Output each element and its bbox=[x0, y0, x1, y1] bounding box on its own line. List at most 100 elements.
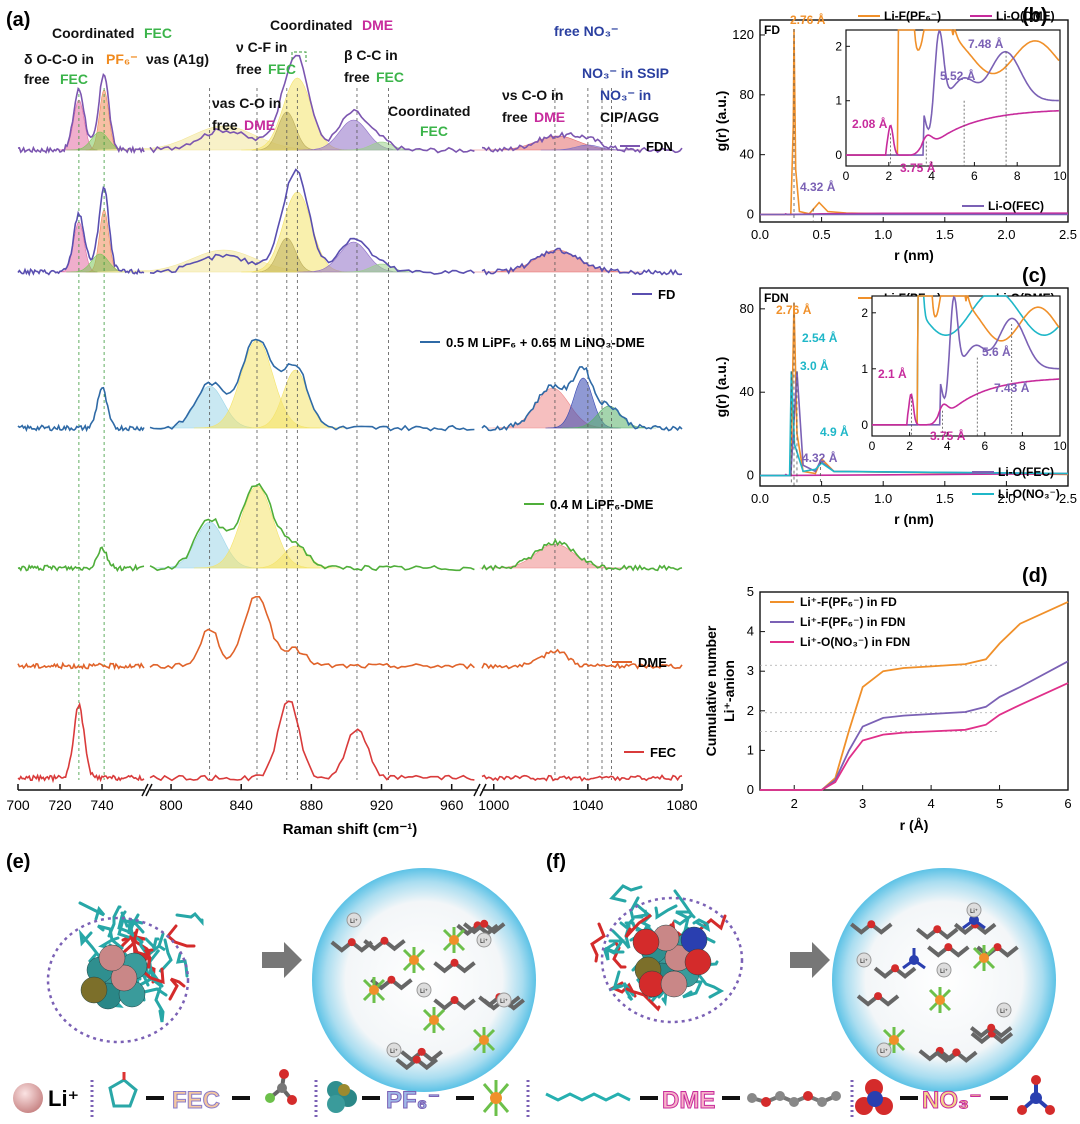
rdf-inset-frame bbox=[845, 29, 1061, 167]
panel-a-raman: 700 720 740 800 840 880 920 960 1000 1040 1080 Rama… bbox=[6, 17, 697, 838]
raman-trace-FD bbox=[149, 168, 475, 275]
rdf-legend-label: Li-F(PF₆⁻) bbox=[884, 9, 941, 23]
md-stick-molecule bbox=[158, 938, 173, 974]
md-stick-molecule bbox=[165, 924, 196, 948]
fec-stick-icon bbox=[108, 1072, 138, 1108]
cum-legend-label: Li⁺-O(NO₃⁻) in FDN bbox=[800, 635, 910, 649]
rdf-xtick-label: 0.0 bbox=[751, 227, 769, 242]
li-ion-marker bbox=[856, 952, 872, 968]
inset-xtick-label: 0 bbox=[843, 169, 850, 183]
inset-peak-label: 3.75 Å bbox=[930, 428, 966, 443]
li-ion-marker bbox=[966, 902, 982, 918]
rdf-ytick-label: 120 bbox=[732, 27, 754, 42]
trace-label: 0.5 M LiPF₆ + 0.65 M LiNO₃-DME bbox=[446, 335, 645, 350]
rdf-legend-label: Li-O(FEC) bbox=[998, 465, 1054, 479]
panel-label-f: (f) bbox=[546, 851, 566, 873]
rdf-curve bbox=[760, 371, 1069, 477]
raman-annotation: DME bbox=[362, 17, 393, 33]
raman-trace-FDN bbox=[149, 54, 475, 154]
rdf-xtick-label: 2.0 bbox=[997, 491, 1015, 506]
inset-peak-label: 7.48 Å bbox=[968, 36, 1004, 51]
raman-annotation: DME bbox=[534, 109, 565, 125]
md-stick-molecule bbox=[624, 913, 652, 939]
li-ion-label: Li⁺ bbox=[350, 918, 358, 925]
trace-label: FEC bbox=[650, 745, 677, 760]
rdf-xtick-label: 0.0 bbox=[751, 491, 769, 506]
cum-curve bbox=[760, 682, 1069, 791]
raman-trace-fec bbox=[17, 702, 145, 784]
inset-xtick-label: 8 bbox=[1019, 439, 1026, 453]
md-stick-molecule bbox=[608, 970, 624, 992]
md-stick-molecule bbox=[97, 924, 124, 950]
cum-xlabel: r (Å) bbox=[900, 817, 929, 833]
raman-annotation: PF₆⁻ bbox=[106, 51, 138, 67]
li-ion-label: Li⁺ bbox=[500, 998, 508, 1005]
li-ion-label: Li⁺ bbox=[970, 908, 978, 915]
raman-annotation: CIP/AGG bbox=[600, 109, 659, 125]
li-ion-marker bbox=[876, 1042, 892, 1058]
raman-annotation: free NO₃⁻ bbox=[554, 23, 618, 39]
md-stick-molecule bbox=[602, 939, 625, 955]
inset-curve bbox=[846, 109, 1059, 156]
li-ion-label: Li⁺ bbox=[420, 988, 428, 995]
md-stick-molecule bbox=[137, 966, 165, 985]
inset-xtick-label: 6 bbox=[981, 439, 988, 453]
dme-stick-icon bbox=[545, 1092, 631, 1102]
raman-tick-label: 800 bbox=[159, 797, 183, 813]
inset-ytick-label: 2 bbox=[835, 39, 842, 53]
oxygen-atom bbox=[387, 975, 396, 984]
md-stick-molecule bbox=[625, 987, 661, 1012]
md-atom-sphere bbox=[660, 970, 688, 998]
md-atom-sphere bbox=[80, 976, 108, 1004]
rdf-xtick-label: 2.5 bbox=[1059, 227, 1077, 242]
raman-trace-mix bbox=[149, 338, 475, 432]
pf6-sphere-icon bbox=[327, 1081, 357, 1113]
oxygen-atom bbox=[874, 992, 883, 1001]
inset-xtick-label: 2 bbox=[906, 439, 913, 453]
solvation-shell-outline bbox=[46, 916, 190, 1044]
oxygen-atom bbox=[450, 995, 459, 1004]
raman-trace-lipf6 bbox=[149, 482, 475, 572]
cum-curve bbox=[760, 660, 1069, 791]
cum-xtick-label: 5 bbox=[996, 796, 1003, 811]
legend-fec-label: FEC bbox=[172, 1087, 220, 1114]
raman-trace-dme bbox=[481, 648, 683, 670]
raman-annotation: free bbox=[236, 61, 262, 77]
raman-annotation: νas (A1g) bbox=[146, 51, 209, 67]
rdf-inset-frame bbox=[871, 295, 1061, 437]
rdf-legend-label: Li-O(FEC) bbox=[988, 199, 1044, 213]
oxygen-atom bbox=[480, 919, 489, 928]
li-ion-marker bbox=[496, 992, 512, 1008]
inset-xtick-label: 6 bbox=[971, 169, 978, 183]
inset-xtick-label: 2 bbox=[885, 169, 892, 183]
md-stick-molecule bbox=[117, 918, 145, 939]
cum-xtick-label: 3 bbox=[859, 796, 866, 811]
li-ion-label: Li⁺ bbox=[880, 1048, 888, 1055]
raman-annotation: ν C-F in bbox=[236, 39, 287, 55]
legend-pf6-label: PF₆⁻ bbox=[386, 1087, 440, 1114]
no3-sphere-icon bbox=[855, 1079, 893, 1115]
trace-label: FDN bbox=[646, 139, 673, 154]
rdf-peak-label: 4.32 Å bbox=[800, 179, 836, 194]
li-ion-marker bbox=[416, 982, 432, 998]
md-stick-molecule bbox=[168, 977, 186, 1001]
rdf-legend-label: Li-O(NO₃⁻) bbox=[998, 487, 1060, 501]
raman-annotation: Coordinated bbox=[270, 17, 352, 33]
nitrogen-atom bbox=[969, 915, 979, 925]
rdf-peak-label: 3.0 Å bbox=[800, 358, 829, 373]
raman-trace-fec bbox=[481, 774, 683, 782]
inset-peak-label: 3.75 Å bbox=[900, 160, 936, 175]
cum-ytick-label: 0 bbox=[747, 782, 754, 797]
raman-annotation: free bbox=[344, 69, 370, 85]
panel-label-d: (d) bbox=[1022, 565, 1048, 587]
rdf-xtick-label: 0.5 bbox=[813, 227, 831, 242]
oxygen-atom bbox=[952, 1048, 961, 1057]
li-ion-label: Li⁺ bbox=[860, 958, 868, 965]
raman-trace-mix bbox=[481, 365, 683, 432]
phosphorus-atom bbox=[979, 953, 989, 963]
phosphorus-atom bbox=[449, 935, 459, 945]
rdf-xtick-label: 1.5 bbox=[936, 227, 954, 242]
trace-label: 0.4 M LiPF₆-DME bbox=[550, 497, 654, 512]
md-stick-molecule bbox=[619, 896, 640, 930]
md-stick-molecule bbox=[622, 982, 635, 1002]
